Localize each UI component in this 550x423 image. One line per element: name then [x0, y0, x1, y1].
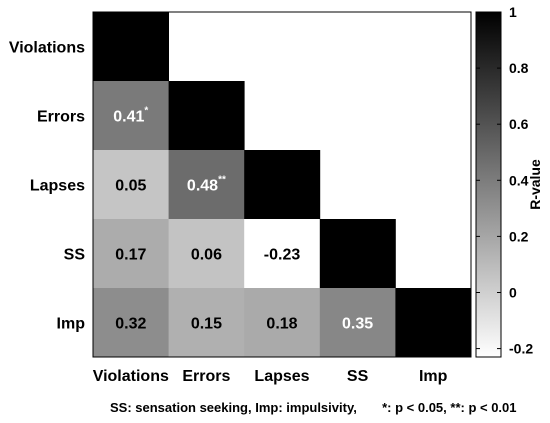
heatmap-cell-ss-lapses — [244, 219, 321, 289]
heatmap-cell-imp-violations — [93, 288, 169, 358]
colorbar-tick-label: 0.8 — [509, 60, 529, 76]
cell-label: 0.05 — [115, 178, 146, 195]
colorbar-tick-label: -0.2 — [509, 341, 533, 357]
row-label-violations: Violations — [9, 40, 85, 57]
heatmap-cell-imp-ss — [319, 288, 396, 358]
column-label-lapses: Lapses — [254, 368, 309, 385]
row-label-errors: Errors — [37, 109, 85, 126]
heatmap-cell-errors-errors — [168, 81, 245, 151]
heatmap-cell-lapses-lapses — [244, 150, 321, 220]
cell-label: 0.48** — [187, 175, 226, 195]
cell-label: 0.06 — [191, 247, 222, 264]
heatmap-cell-ss-errors — [168, 219, 245, 289]
heatmap-cell-ss-violations — [93, 219, 169, 289]
cell-label: -0.23 — [264, 247, 301, 264]
colorbar-label: R-value — [527, 159, 543, 210]
heatmap-cell-imp-imp — [395, 288, 472, 358]
column-labels: Violations Errors Lapses SS Imp — [93, 368, 448, 385]
heatmap-cell-lapses-errors — [168, 150, 245, 220]
cell-label: 0.41* — [113, 106, 148, 126]
row-label-lapses: Lapses — [30, 178, 85, 195]
heatmap-cell-errors-violations — [93, 81, 169, 151]
cell-label: 0.18 — [266, 316, 297, 333]
cell-label: 0.17 — [115, 247, 146, 264]
cell-label: 0.35 — [342, 316, 373, 333]
plot-frame — [92, 11, 472, 358]
column-label-errors: Errors — [182, 368, 230, 385]
colorbar — [475, 11, 502, 358]
cell-label: 0.32 — [115, 316, 146, 333]
colorbar-ticks: 1 0.8 0.6 0.4 0.2 0 -0.2 — [476, 4, 533, 357]
row-label-ss: SS — [64, 247, 86, 264]
column-label-violations: Violations — [93, 368, 169, 385]
colorbar-tick-label: 0.6 — [509, 116, 529, 132]
heatmap-cell-lapses-violations — [93, 150, 169, 220]
heatmap-cell-labels: 0.41* 0.05 0.48** 0.17 0.06 -0.23 0.32 0.15 0.18… — [113, 106, 373, 333]
column-label-imp: Imp — [419, 368, 448, 385]
colorbar-tick-label: 1 — [509, 4, 517, 20]
cell-label: 0.15 — [191, 316, 222, 333]
row-label-imp: Imp — [57, 316, 86, 333]
heatmap-cell-imp-errors — [168, 288, 245, 358]
heatmap-cell-violations-violations — [93, 12, 169, 82]
colorbar-tick-label: 0.2 — [509, 228, 529, 244]
row-labels: Violations Errors Lapses SS Imp — [9, 40, 86, 333]
colorbar-tick-label: 0 — [509, 284, 517, 300]
heatmap-cell-imp-lapses — [244, 288, 321, 358]
colorbar-tick-label: 0.4 — [509, 172, 529, 188]
heatmap-cells — [93, 12, 472, 358]
heatmap-cell-ss-ss — [319, 219, 396, 289]
footnote: SS: sensation seeking, Imp: impulsivity,… — [110, 400, 517, 415]
column-label-ss: SS — [347, 368, 369, 385]
